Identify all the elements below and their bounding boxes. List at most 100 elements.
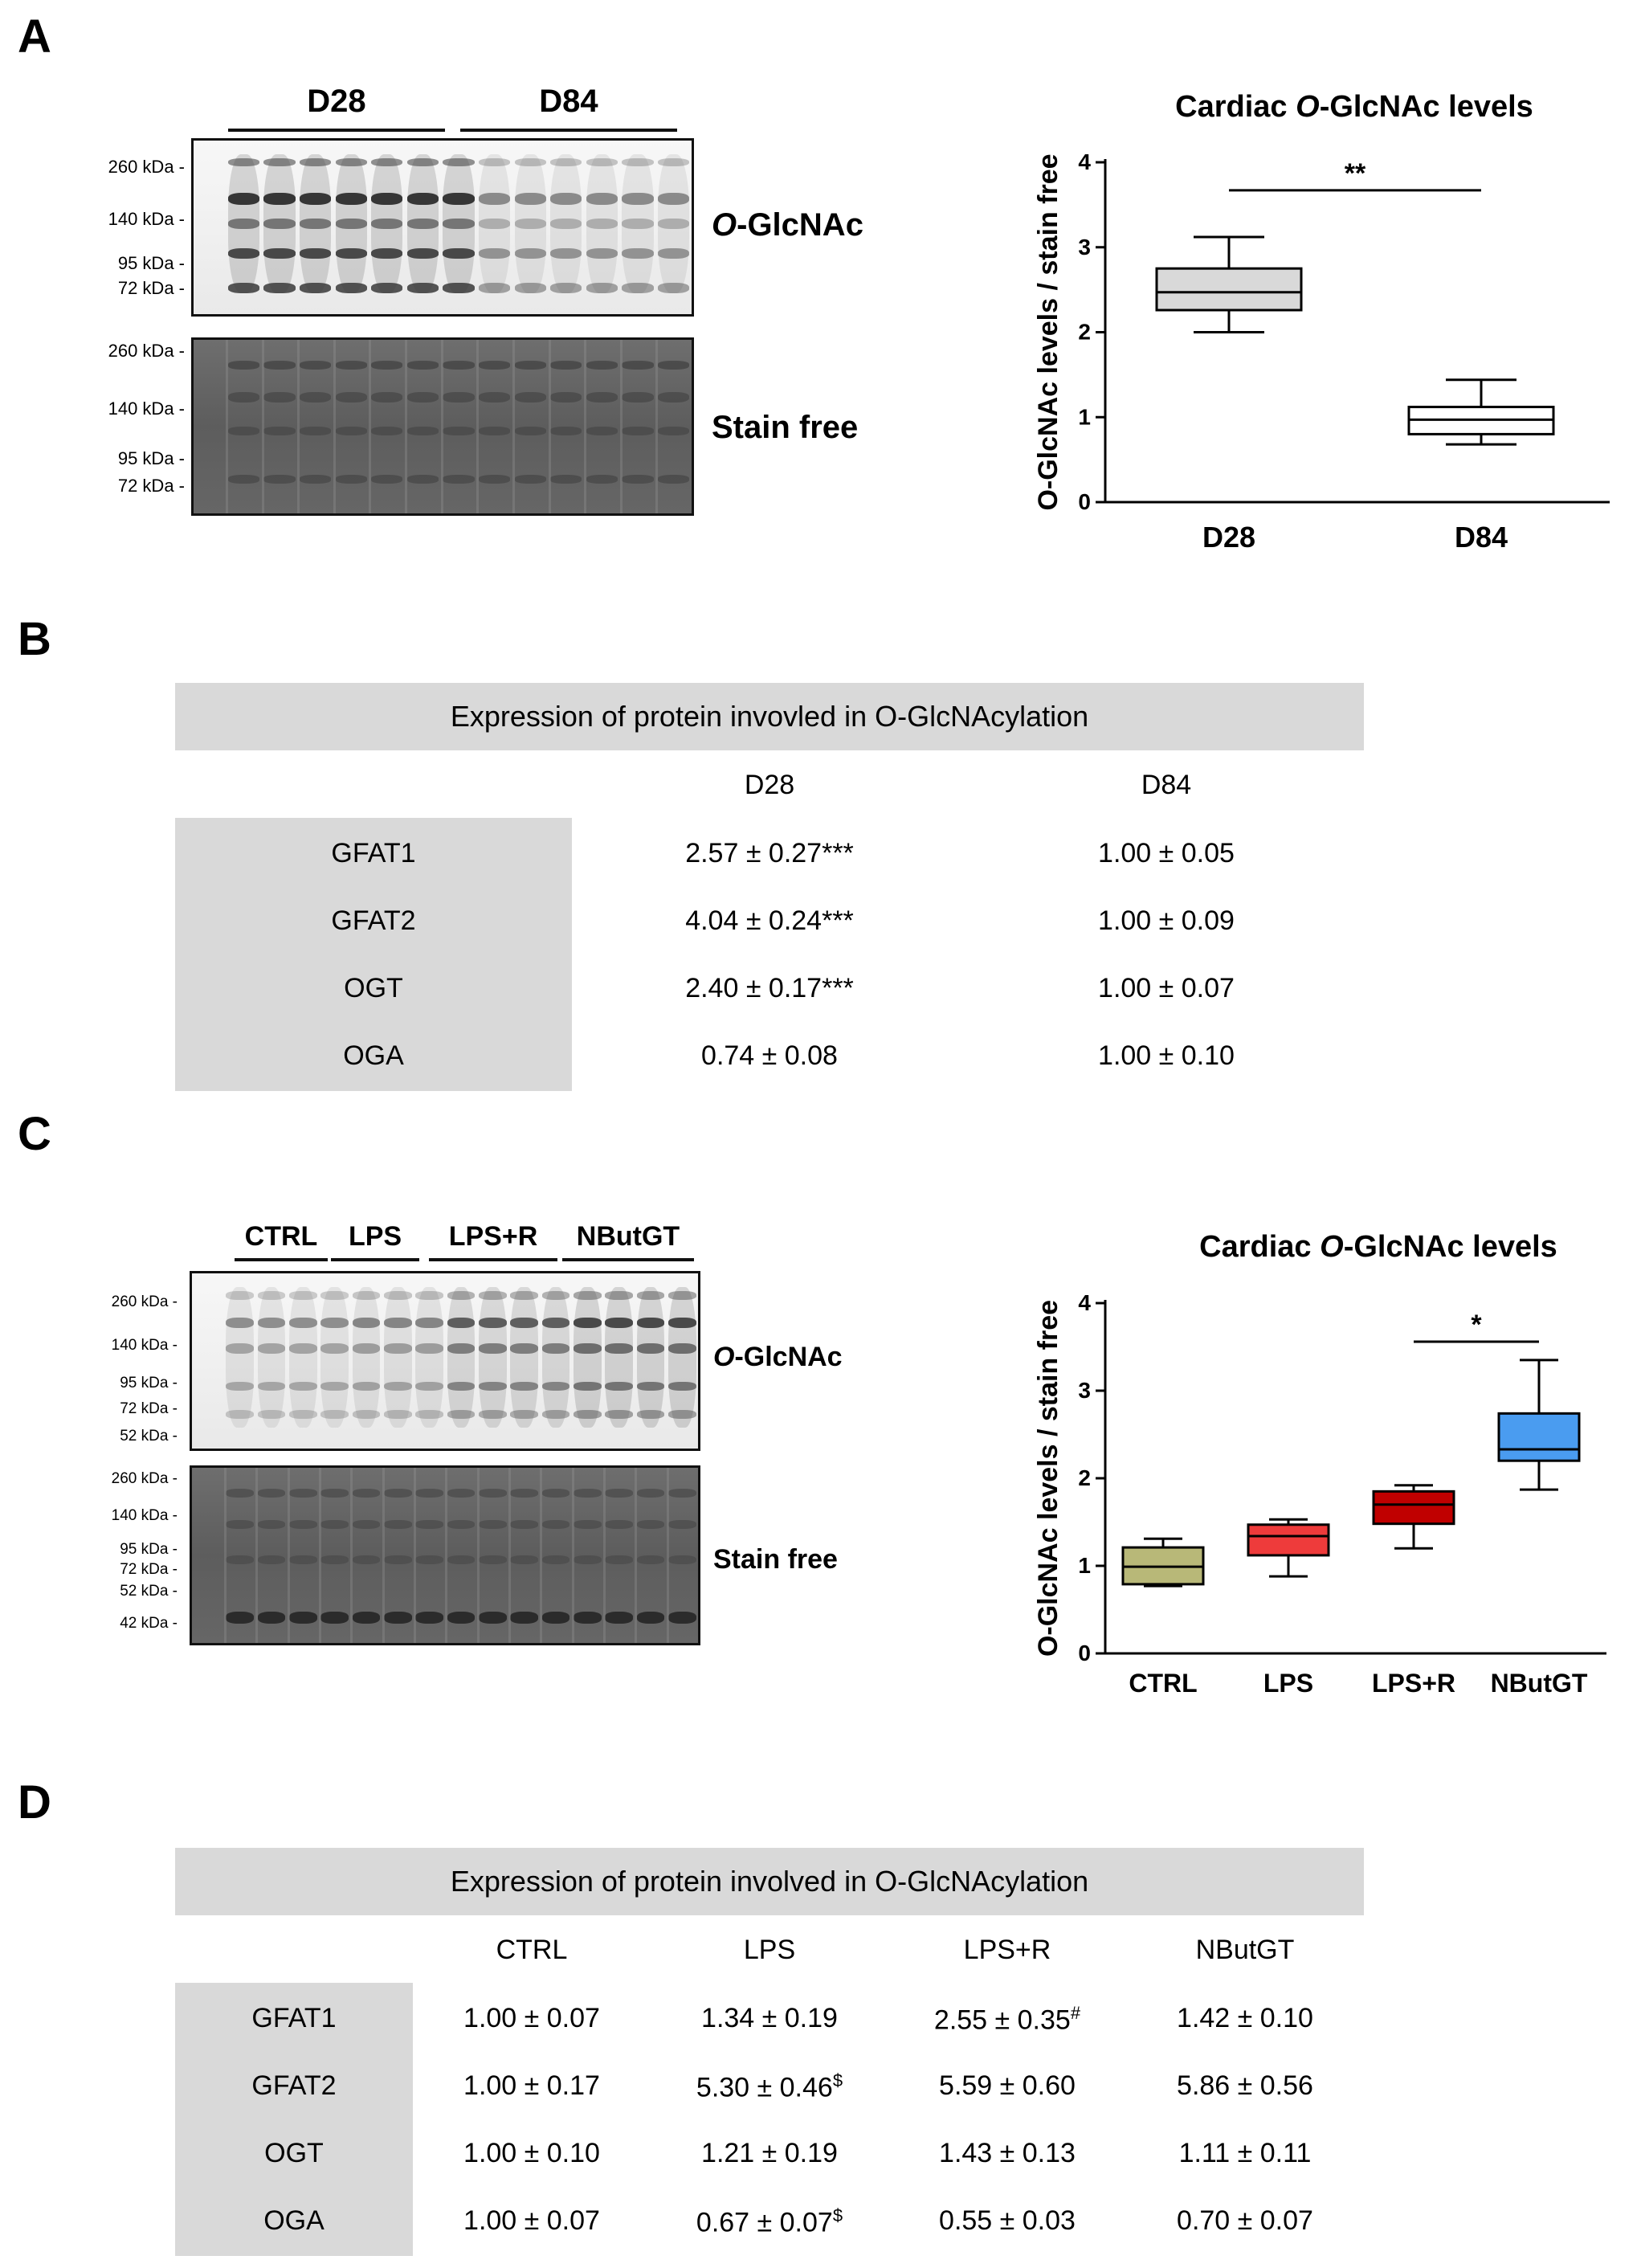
blot-lane: [603, 1273, 635, 1449]
blot-smear: [299, 154, 332, 294]
table-d-row-label: OGT: [264, 2138, 324, 2168]
blot-band: [226, 1520, 254, 1530]
blot-band: [227, 427, 259, 435]
blot-label-oglcnac: O-GlcNAc: [713, 1342, 843, 1372]
blot-band: [586, 475, 618, 484]
lane-separator: [540, 1468, 543, 1643]
marker-140: 140 kDa -: [108, 209, 185, 229]
blot-band: [320, 1410, 349, 1419]
blot-band: [406, 475, 439, 484]
table-d-cell: 1.00 ± 0.10: [463, 2138, 600, 2169]
blot-lane: [512, 340, 549, 513]
blot-lane: [512, 141, 549, 314]
blot-band: [514, 247, 546, 259]
blot-band: [668, 1410, 696, 1419]
lane-separator: [476, 340, 480, 513]
y-tick-label: 2: [1078, 1465, 1091, 1490]
marker-260: 260 kDa -: [111, 1470, 178, 1487]
blot-band: [415, 1343, 443, 1355]
blot-band: [447, 1382, 476, 1391]
chart-title-prefix: Cardiac: [1175, 90, 1296, 124]
blot-band: [447, 1317, 476, 1328]
lane-separator: [261, 340, 264, 513]
blot-band: [227, 247, 259, 259]
lane-separator: [226, 340, 228, 513]
blot-lane: [655, 340, 692, 513]
blot-smear: [447, 1287, 476, 1428]
blot-band: [636, 1290, 665, 1300]
blot-band: [226, 1555, 254, 1564]
blot-band: [384, 1343, 412, 1355]
group-label-d84: D84: [539, 84, 598, 119]
blot-band: [443, 247, 475, 259]
blot-band: [479, 1520, 507, 1530]
table-b-col-header: D28: [744, 770, 795, 800]
blot-band: [257, 1520, 286, 1530]
blot-band: [574, 1382, 602, 1391]
western-blot-stain-free: [191, 337, 694, 516]
blot-band: [352, 1317, 381, 1328]
significance-label: *: [1471, 1310, 1482, 1340]
x-tick-label: D84: [1455, 521, 1508, 554]
blot-band: [478, 475, 511, 484]
lane-separator: [635, 1468, 638, 1643]
blot-lane: [369, 340, 405, 513]
panel-label-c: C: [18, 1108, 51, 1160]
blot-band: [574, 1290, 602, 1300]
blot-lane: [288, 1273, 319, 1449]
blot-band: [352, 1410, 381, 1419]
marker-52: 52 kDa -: [120, 1428, 178, 1445]
blot-band: [605, 1611, 633, 1624]
blot-smear: [658, 154, 690, 294]
blot-band: [257, 1555, 286, 1564]
blot-band: [658, 391, 690, 403]
table-d-cell: 5.30 ± 0.46$: [696, 2070, 843, 2103]
blot-band: [541, 1611, 570, 1624]
blot-band: [447, 1611, 476, 1624]
blot-band: [384, 1555, 412, 1564]
blot-band: [550, 427, 582, 435]
blot-smear: [479, 1287, 507, 1428]
blot-band: [550, 157, 582, 167]
blot-band: [443, 360, 475, 370]
blot-lane: [255, 1273, 287, 1449]
blot-band: [371, 391, 403, 403]
x-tick-label: LPS+R: [1372, 1669, 1455, 1698]
blot-band: [605, 1343, 633, 1355]
panel-label-b: B: [18, 613, 51, 665]
blot-band: [574, 1317, 602, 1328]
marker-72: 72 kDa -: [120, 1561, 178, 1578]
blot-band: [586, 427, 618, 435]
blot-band: [541, 1317, 570, 1328]
blot-band: [384, 1317, 412, 1328]
blot-lane: [571, 1468, 603, 1643]
blot-band: [478, 360, 511, 370]
table-b-cell: 1.00 ± 0.05: [1098, 838, 1235, 868]
blot-band: [320, 1555, 349, 1564]
box-lps: [1247, 1518, 1330, 1578]
blot-band: [478, 157, 511, 167]
table-d-row-label: OGA: [263, 2205, 325, 2236]
blot-band: [622, 427, 654, 435]
blot-band: [514, 157, 546, 167]
table-b-cell: 2.40 ± 0.17***: [685, 973, 854, 1003]
marker-52: 52 kDa -: [120, 1583, 178, 1600]
table-d-col-header: LPS: [743, 1935, 796, 1965]
blot-band: [478, 247, 511, 259]
blot-band: [586, 247, 618, 259]
blot-lane: [548, 340, 585, 513]
table-b-rowhead-bg: [175, 818, 572, 1091]
blot-band: [371, 360, 403, 370]
marker-260: 260 kDa -: [108, 341, 185, 361]
blot-band: [622, 219, 654, 230]
blot-lane: [350, 1273, 382, 1449]
blot-band: [443, 427, 475, 435]
blot-lane: [603, 1468, 635, 1643]
x-tick-label: D28: [1202, 521, 1255, 554]
blot-lane: [572, 1273, 603, 1449]
blot-smear: [384, 1287, 412, 1428]
blot-band: [352, 1343, 381, 1355]
blot-band: [514, 427, 546, 435]
blot-band: [478, 283, 511, 294]
blot-lane: [584, 141, 620, 314]
